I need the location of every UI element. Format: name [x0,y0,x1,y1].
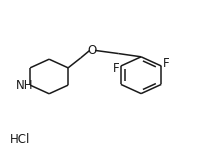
Text: F: F [162,57,168,70]
Text: F: F [113,62,119,75]
Text: HCl: HCl [10,133,30,146]
Text: NH: NH [16,79,33,92]
Text: O: O [87,44,97,57]
